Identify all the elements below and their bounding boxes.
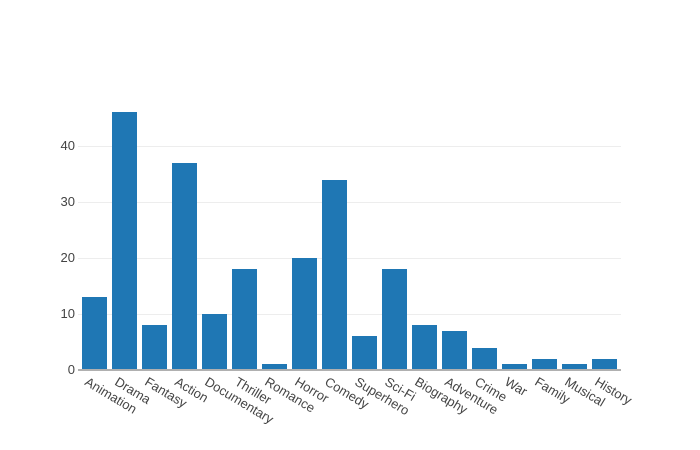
bar-war[interactable] [502,364,527,370]
bar-drama[interactable] [112,112,137,370]
y-tick-label: 20 [60,250,75,265]
bar-adventure[interactable] [442,331,467,370]
bar-family[interactable] [532,359,557,370]
bar-documentary[interactable] [202,314,227,370]
y-tick-label: 30 [60,194,75,209]
gridline-30 [78,201,621,203]
bar-action[interactable] [172,163,197,370]
gridline-20 [78,257,621,259]
y-tick-label: 10 [60,306,75,321]
y-tick-label: 40 [60,138,75,153]
bar-animation[interactable] [82,297,107,370]
bar-fantasy[interactable] [142,325,167,370]
y-tick-label: 0 [67,362,75,377]
bar-musical[interactable] [562,364,587,370]
bar-romance[interactable] [262,364,287,370]
gridline-40 [78,145,621,147]
bar-crime[interactable] [472,348,497,370]
bar-comedy[interactable] [322,180,347,370]
bar-sci-fi[interactable] [382,269,407,370]
x-axis-line [78,369,621,371]
gridline-10 [78,313,621,315]
bar-biography[interactable] [412,325,437,370]
bar-thriller[interactable] [232,269,257,370]
bar-superhero[interactable] [352,336,377,370]
bar-horror[interactable] [292,258,317,370]
bar-history[interactable] [592,359,617,370]
